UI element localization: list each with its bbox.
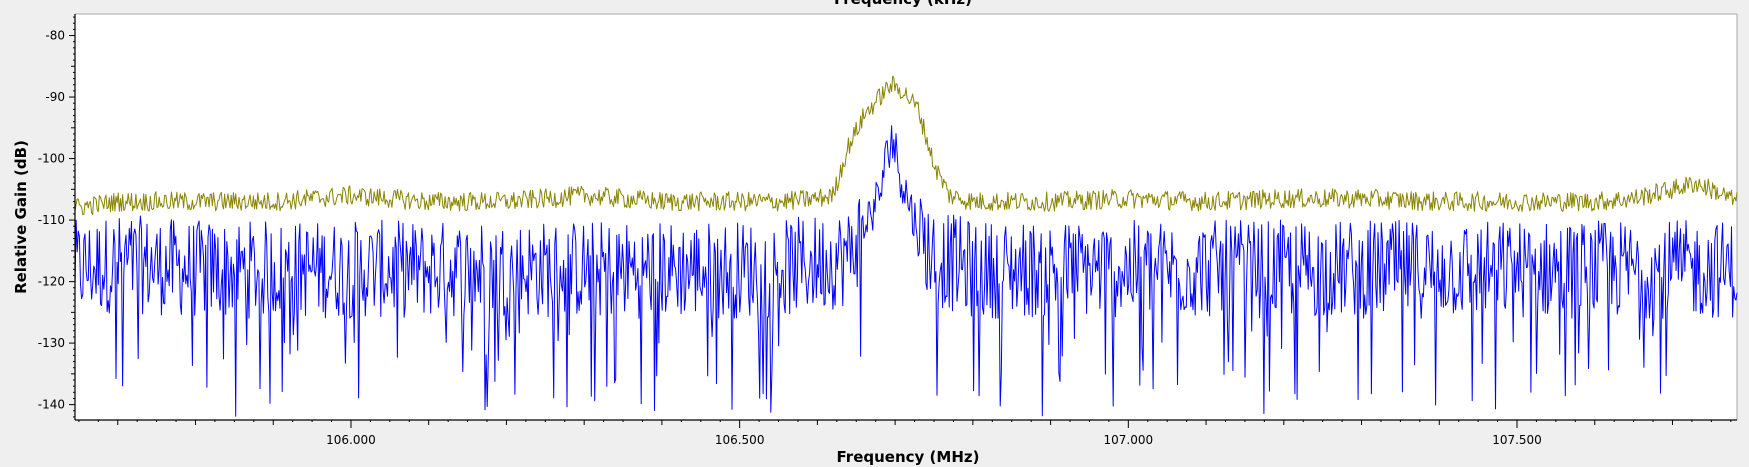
x-axis-ticks: 106.000 106.500 107.000 107.500 xyxy=(78,420,1732,447)
y-tick-label: -110 xyxy=(38,213,65,227)
y-tick-label: -80 xyxy=(45,29,65,43)
x-axis-title: Frequency (MHz) xyxy=(837,448,980,466)
x-tick-label: 107.500 xyxy=(1492,433,1542,447)
x-tick-label: 106.500 xyxy=(715,433,765,447)
y-axis-title: Relative Gain (dB) xyxy=(12,140,30,294)
y-tick-label: -140 xyxy=(38,398,65,412)
y-tick-label: -120 xyxy=(38,275,65,289)
y-tick-label: -100 xyxy=(38,152,65,166)
series-line-live xyxy=(74,125,1738,417)
x-tick-label: 106.000 xyxy=(326,433,376,447)
series-line-max-hold xyxy=(74,75,1738,216)
y-axis-ticks: -80 -90 -100 -110 -120 -130 -140 xyxy=(38,16,75,418)
y-tick-label: -90 xyxy=(45,90,65,104)
series-layer xyxy=(74,75,1738,417)
y-tick-label: -130 xyxy=(38,336,65,350)
top-axis-title: Frequency (kHz) xyxy=(834,0,972,8)
x-tick-label: 107.000 xyxy=(1104,433,1154,447)
plot-area xyxy=(75,14,1737,420)
